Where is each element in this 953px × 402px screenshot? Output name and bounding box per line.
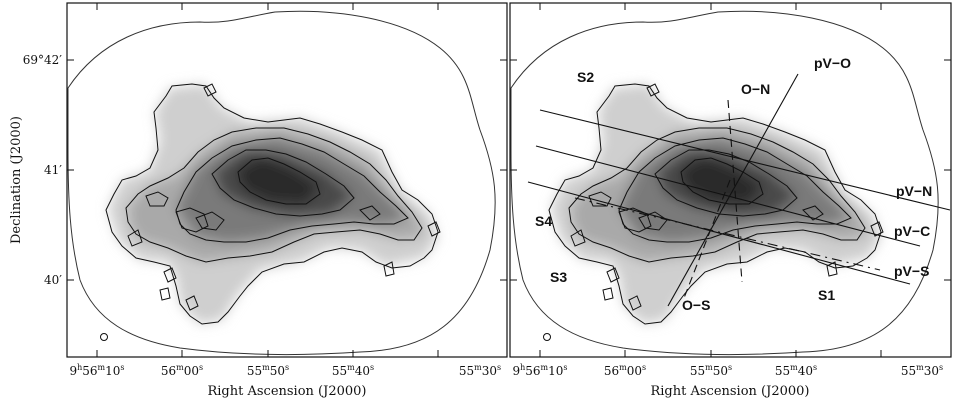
left-panel: [66, 2, 508, 358]
cut-line-pv-o: [667, 73, 799, 307]
region-label-s4: S4: [535, 213, 552, 229]
cut-line-pv-n: [539, 109, 951, 211]
region-label-s2: S2: [577, 69, 594, 85]
cut-line-pv-s: [527, 181, 911, 285]
y-tick-label-41: 41′: [44, 163, 62, 177]
left-x-tick-labels: 9h56m10s 56m00s 55m50s 55m40s 55m30s: [69, 363, 501, 378]
x-tick-label: 56m00s: [604, 363, 646, 378]
right-x-tick-labels: 9h56m10s 56m00s 55m50s 55m40s 55m30s: [512, 363, 943, 378]
cut-line-dashdot: [574, 197, 881, 271]
region-label-s3: S3: [550, 269, 567, 285]
x-tick-label: 56m00s: [161, 363, 203, 378]
cut-label-o-s: O−S: [682, 297, 710, 313]
cut-label-pv-s: pV−S: [894, 263, 929, 279]
right-panel: pV−O O−N pV−N pV−C pV−S O−S S1 S2 S3 S4: [509, 2, 952, 358]
right-x-ticks: [539, 3, 882, 357]
cut-line-pv-c: [535, 145, 921, 247]
left-y-ticks: [67, 59, 507, 281]
right-y-ticks: [510, 59, 951, 281]
cut-label-o-n: O−N: [741, 81, 770, 97]
cut-lines: [527, 73, 951, 307]
cut-label-pv-c: pV−C: [894, 223, 930, 239]
y-tick-label-42: 69°42′: [23, 53, 63, 67]
region-label-s1: S1: [818, 287, 835, 303]
x-tick-label: 55m30s: [901, 363, 943, 378]
x-tick-label: 55m50s: [247, 363, 289, 378]
coverage-outline: [510, 10, 939, 356]
x-tick-label: 55m40s: [775, 363, 817, 378]
left-x-ticks: [96, 3, 439, 357]
x-axis-title-right: Right Ascension (J2000): [650, 384, 809, 399]
x-tick-label: 55m30s: [459, 363, 501, 378]
cut-line-o-s: [683, 179, 731, 299]
x-tick-label: 55m40s: [332, 363, 374, 378]
x-tick-label: 9h56m10s: [512, 363, 567, 378]
cut-label-pv-n: pV−N: [896, 183, 932, 199]
x-axis-title-left: Right Ascension (J2000): [207, 384, 366, 399]
cut-label-pv-o: pV−O: [814, 55, 851, 71]
cut-line-o-n: [727, 99, 743, 283]
y-tick-label-40: 40′: [44, 273, 62, 287]
x-tick-label: 9h56m10s: [69, 363, 124, 378]
coverage-outline: [67, 10, 496, 356]
x-tick-label: 55m50s: [690, 363, 732, 378]
y-axis-title: Declination (J2000): [9, 116, 24, 244]
